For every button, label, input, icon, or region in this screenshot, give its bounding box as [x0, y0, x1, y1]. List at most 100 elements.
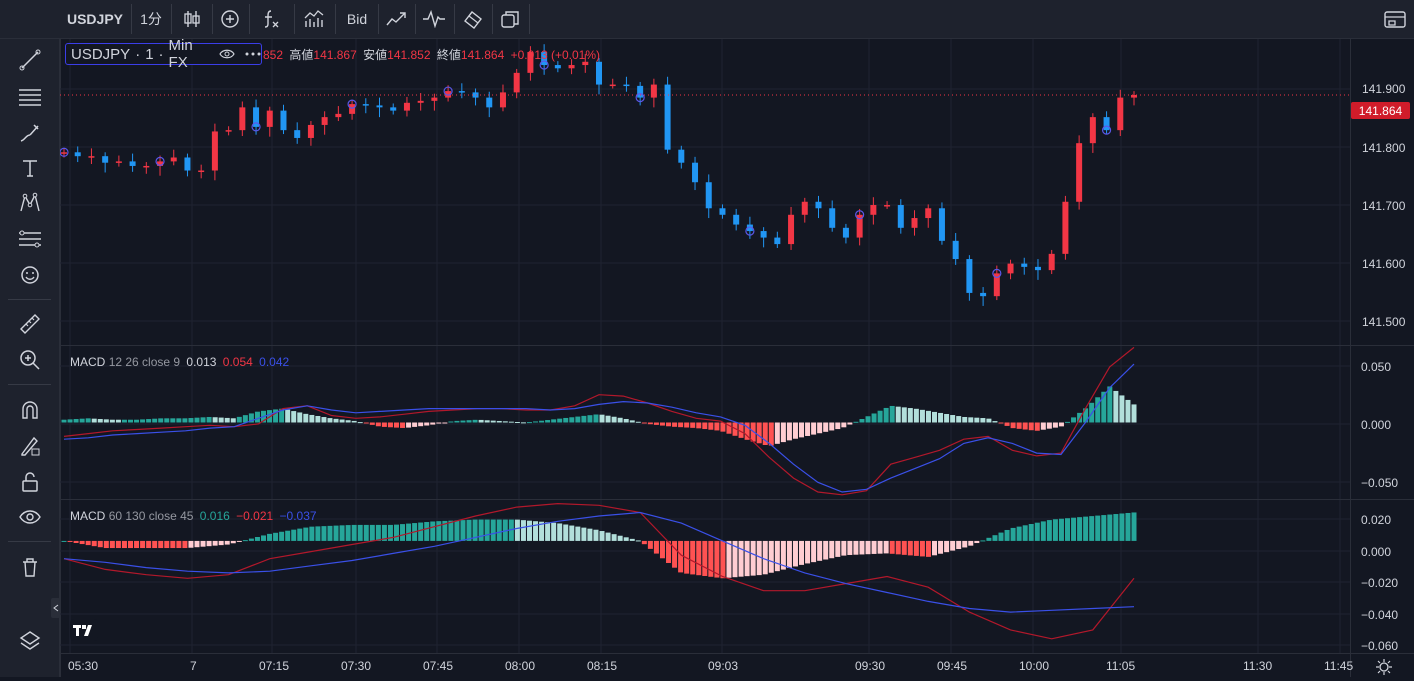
macd-histogram-bar — [176, 540, 182, 549]
price-axis-label: 141.700 — [1362, 199, 1406, 213]
macd-histogram-bar — [1071, 517, 1077, 541]
macd-histogram-bar — [1028, 523, 1034, 541]
trend-chart-icon[interactable] — [381, 0, 411, 38]
interval-button[interactable]: 1分 — [140, 11, 162, 27]
candle-style-icon[interactable] — [174, 0, 210, 38]
text-icon[interactable] — [0, 151, 59, 185]
macd-histogram-bar — [387, 524, 393, 541]
macd1-macd-value: 0.054 — [222, 355, 253, 369]
macd-histogram-bar — [1004, 422, 1010, 426]
horizontal-lines-icon[interactable] — [0, 79, 59, 113]
trash-icon[interactable] — [0, 550, 59, 584]
macd-histogram-bar — [938, 412, 944, 423]
emoji-icon[interactable] — [0, 258, 59, 292]
pattern-icon[interactable] — [0, 186, 59, 220]
macd-histogram-bar — [218, 417, 224, 423]
macd-histogram-bar — [539, 521, 545, 541]
macd1-legend[interactable]: MACD 12 26 close 9 0.013 0.054 0.042 — [70, 355, 289, 369]
unlock-icon[interactable] — [0, 465, 59, 499]
event-marker — [1101, 125, 1112, 135]
macd-histogram-bar — [563, 524, 569, 541]
legend-close-label: 終値 — [436, 48, 461, 62]
candle — [1103, 117, 1110, 131]
macd-histogram-bar — [762, 422, 768, 446]
candle — [692, 162, 699, 183]
macd-histogram-bar — [968, 417, 974, 423]
macd-histogram-bar — [188, 418, 194, 423]
macd-histogram-bar — [563, 417, 569, 423]
macd-histogram-bar — [381, 524, 387, 541]
candle — [1007, 263, 1014, 274]
legend-change: +0.013 (+0.01%) — [510, 48, 601, 62]
candle — [486, 97, 493, 108]
chart-area[interactable] — [60, 39, 1414, 677]
macd-histogram-bar — [925, 540, 931, 557]
macd-histogram-bar — [393, 422, 399, 428]
macd-histogram-bar — [194, 540, 200, 548]
symbol-search-button[interactable]: USDJPY — [66, 11, 124, 27]
candle — [74, 152, 81, 157]
macd-line — [63, 502, 1135, 640]
macd1-label: MACD — [70, 355, 106, 369]
layout-icon[interactable] — [494, 0, 526, 38]
macd-histogram-bar — [369, 422, 375, 425]
macd-histogram-bar — [279, 531, 285, 541]
collapse-panel-icon[interactable] — [51, 598, 60, 618]
candle — [1048, 253, 1055, 271]
zoom-in-icon[interactable] — [0, 343, 59, 377]
macd2-legend[interactable]: MACD 60 130 close 45 0.016 −0.021 −0.037 — [70, 509, 317, 523]
legend-source: Min FX — [168, 37, 193, 71]
macd-histogram-bar — [1089, 516, 1095, 541]
macd-histogram-bar — [91, 418, 97, 423]
macd-histogram-bar — [1131, 404, 1137, 423]
more-options-icon[interactable] — [245, 51, 261, 57]
candle — [925, 208, 932, 219]
candle — [445, 91, 452, 98]
macd-histogram-bar — [919, 409, 925, 423]
candle — [157, 161, 164, 166]
candle — [952, 240, 959, 260]
macd-histogram-bar — [212, 540, 218, 546]
macd-histogram-bar — [1125, 399, 1131, 423]
tradingview-logo[interactable] — [70, 619, 98, 641]
template-icon[interactable] — [457, 0, 489, 38]
macd-histogram-bar — [1107, 514, 1113, 541]
macd-histogram-bar — [1077, 412, 1083, 423]
macd-histogram-bar — [291, 411, 297, 423]
brush-icon[interactable] — [0, 116, 59, 150]
candle — [458, 91, 465, 93]
macd-histogram-bar — [1040, 521, 1046, 541]
eye-icon[interactable] — [0, 500, 59, 534]
price-type-button[interactable]: Bid — [346, 11, 368, 27]
macd-histogram-bar — [569, 417, 575, 423]
candle — [349, 104, 356, 114]
macd-histogram-bar — [152, 418, 158, 423]
lock-drawing-icon[interactable] — [0, 429, 59, 463]
candle — [788, 214, 795, 245]
candle — [198, 170, 205, 173]
macd-histogram-bar — [786, 422, 792, 441]
macd-histogram-bar — [1022, 422, 1028, 430]
financials-icon[interactable] — [297, 0, 331, 38]
compare-add-icon[interactable] — [214, 0, 246, 38]
macd2-axis-label: −0.020 — [1361, 576, 1399, 590]
visibility-eye-icon[interactable] — [219, 48, 235, 60]
pulse-icon[interactable] — [418, 0, 450, 38]
macd-histogram-bar — [436, 422, 442, 424]
ruler-icon[interactable] — [0, 307, 59, 341]
magnet-icon[interactable] — [0, 393, 59, 427]
settings-gear-icon[interactable] — [1375, 658, 1393, 676]
macd-histogram-bar — [1052, 519, 1058, 541]
macd-histogram-bar — [406, 422, 412, 428]
window-layout-icon[interactable] — [1378, 0, 1412, 38]
candle — [417, 100, 424, 103]
candle — [966, 259, 973, 293]
macd-histogram-bar — [345, 525, 351, 541]
candle — [335, 113, 342, 118]
symbol-legend[interactable]: USDJPY · 1 · Min FX — [65, 37, 262, 71]
macd-histogram-bar — [424, 422, 430, 426]
trend-line-icon[interactable] — [0, 43, 59, 77]
fib-icon[interactable] — [0, 222, 59, 256]
indicators-icon[interactable] — [253, 0, 287, 38]
layers-icon[interactable] — [0, 624, 59, 658]
